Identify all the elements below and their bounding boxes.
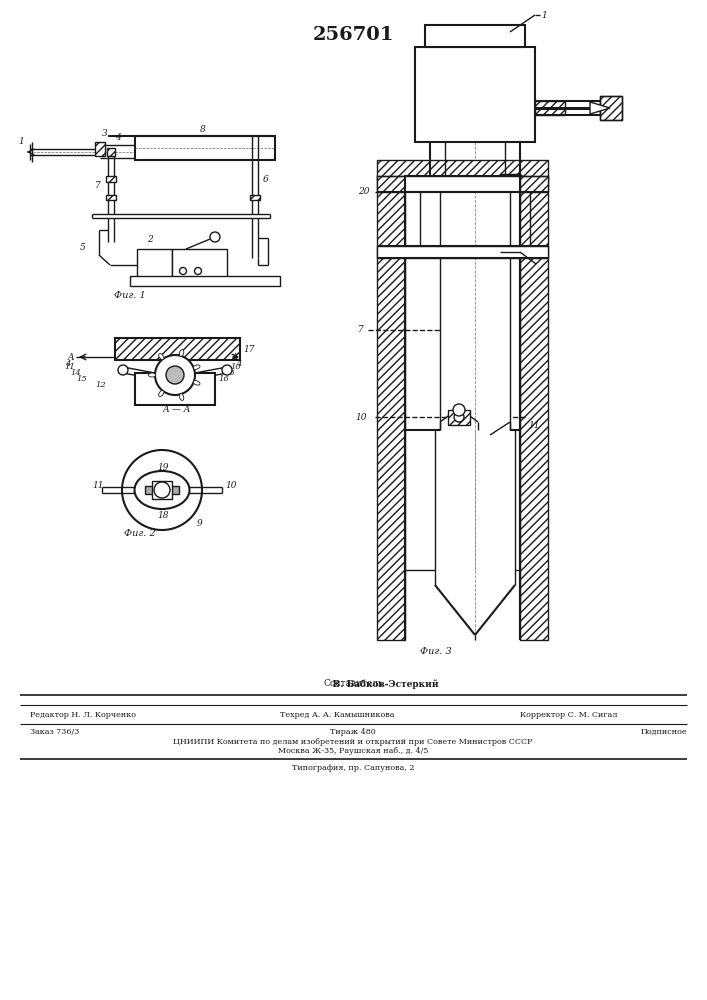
Circle shape — [155, 355, 195, 395]
Text: Фиг. 1: Фиг. 1 — [114, 290, 146, 300]
Bar — [152, 481, 172, 499]
Ellipse shape — [158, 354, 164, 360]
Text: 1: 1 — [541, 10, 547, 19]
Text: 4: 4 — [235, 360, 241, 368]
Text: 14: 14 — [70, 369, 81, 377]
Circle shape — [194, 267, 201, 274]
Text: Заказ 736/3: Заказ 736/3 — [30, 728, 79, 736]
Bar — [377, 160, 548, 180]
Text: 3: 3 — [102, 129, 107, 138]
Text: 10: 10 — [230, 363, 241, 371]
Bar — [135, 136, 275, 160]
Text: А — А: А — А — [163, 406, 192, 414]
Text: 8: 8 — [200, 125, 206, 134]
Text: Подписное: Подписное — [641, 728, 687, 736]
Bar — [145, 486, 179, 494]
Circle shape — [180, 267, 187, 274]
Polygon shape — [590, 102, 610, 114]
Text: 11: 11 — [92, 481, 103, 489]
Text: A: A — [231, 353, 238, 361]
Text: 11: 11 — [528, 420, 539, 430]
Text: 1: 1 — [18, 137, 24, 146]
Bar — [107, 148, 115, 156]
Bar — [405, 176, 520, 192]
Text: 16: 16 — [218, 375, 229, 383]
Text: ЦНИИПИ Комитета по делам изобретений и открытий при Совете Министров СССР: ЦНИИПИ Комитета по делам изобретений и о… — [173, 738, 532, 746]
Text: Москва Ж-35, Раушская наб., д. 4/5: Москва Ж-35, Раушская наб., д. 4/5 — [278, 747, 428, 755]
Text: Тираж 480: Тираж 480 — [330, 728, 376, 736]
Text: 5: 5 — [80, 243, 86, 252]
Text: Фиг. 2: Фиг. 2 — [124, 528, 156, 538]
Bar — [137, 249, 172, 277]
Circle shape — [122, 450, 202, 530]
Text: 4: 4 — [65, 360, 71, 368]
Bar — [250, 195, 260, 200]
Bar — [130, 276, 280, 286]
Text: Типография, пр. Сапунова, 2: Типография, пр. Сапунова, 2 — [292, 764, 414, 772]
Ellipse shape — [148, 373, 156, 377]
Text: Корректор С. М. Сигал: Корректор С. М. Сигал — [520, 711, 617, 719]
Bar — [520, 176, 548, 192]
Text: 17: 17 — [243, 346, 255, 355]
Circle shape — [118, 365, 128, 375]
Circle shape — [222, 365, 232, 375]
Circle shape — [154, 482, 170, 498]
Bar — [106, 195, 116, 200]
Text: 13: 13 — [224, 369, 235, 377]
Text: 19: 19 — [157, 464, 168, 473]
Text: 4: 4 — [115, 133, 121, 142]
Text: Техред А. А. Камышникова: Техред А. А. Камышникова — [280, 711, 395, 719]
Text: Редактор Н. Л. Корченко: Редактор Н. Л. Корченко — [30, 711, 136, 719]
Circle shape — [210, 232, 220, 242]
Ellipse shape — [134, 471, 189, 509]
Text: 7: 7 — [358, 326, 363, 334]
Text: 6: 6 — [263, 176, 269, 184]
Bar — [115, 338, 240, 360]
Text: 20: 20 — [358, 188, 370, 196]
Text: 12: 12 — [95, 381, 106, 389]
Bar — [377, 176, 405, 192]
Circle shape — [453, 404, 465, 416]
Bar — [106, 176, 116, 182]
Ellipse shape — [180, 350, 184, 356]
Bar — [415, 47, 535, 142]
Bar — [377, 175, 405, 640]
Text: 15: 15 — [76, 375, 87, 383]
Bar — [448, 410, 470, 425]
Text: 11: 11 — [64, 363, 75, 371]
Circle shape — [454, 412, 464, 422]
Bar — [377, 246, 548, 258]
Ellipse shape — [180, 394, 184, 400]
Bar — [535, 101, 565, 115]
Bar — [425, 25, 525, 47]
Ellipse shape — [193, 381, 200, 385]
Text: 7: 7 — [95, 182, 101, 190]
Bar — [172, 249, 227, 277]
Bar — [520, 175, 548, 640]
Text: 9: 9 — [197, 518, 203, 528]
Bar — [135, 373, 215, 405]
Bar — [95, 142, 105, 156]
Text: 2: 2 — [147, 235, 153, 244]
Text: 256701: 256701 — [312, 26, 394, 44]
Text: 18: 18 — [157, 510, 168, 520]
Text: В. Бабков-Эстеркий: В. Бабков-Эстеркий — [267, 679, 439, 689]
Text: 10: 10 — [355, 412, 366, 422]
Circle shape — [166, 366, 184, 384]
Text: Составитель: Составитель — [323, 680, 383, 688]
Bar — [600, 96, 622, 120]
Text: 10: 10 — [225, 481, 237, 489]
Ellipse shape — [158, 390, 164, 396]
Ellipse shape — [193, 365, 200, 369]
Text: Фиг. 3: Фиг. 3 — [420, 648, 452, 656]
Text: A: A — [68, 353, 74, 361]
